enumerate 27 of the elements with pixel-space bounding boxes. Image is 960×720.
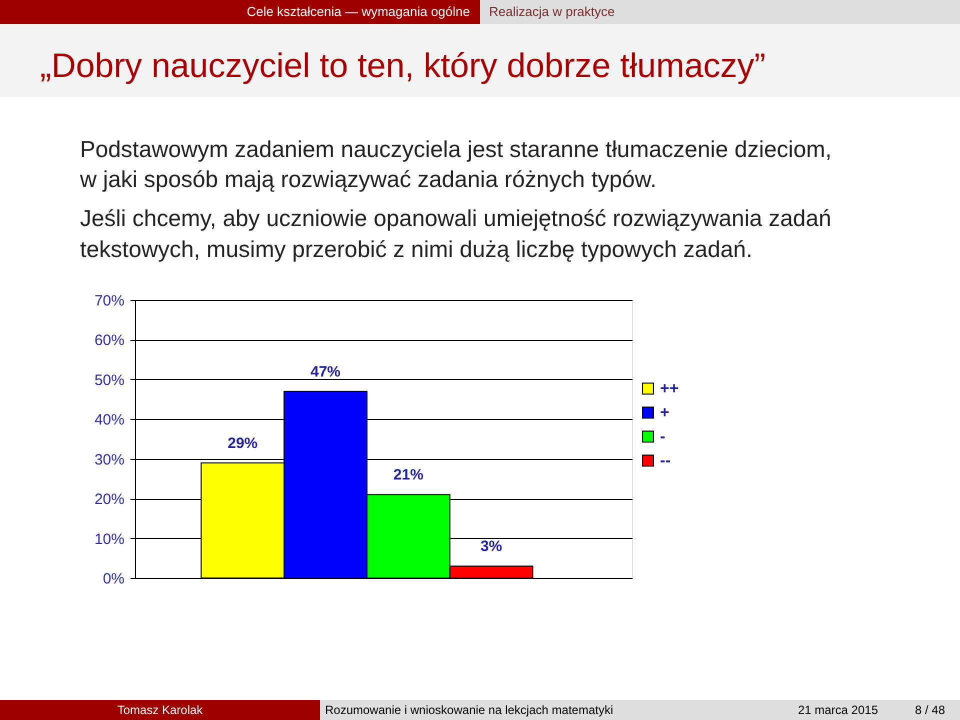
data-label: 21%: [393, 466, 424, 484]
y-tick-label: 70%: [94, 292, 124, 310]
y-tick-label: 60%: [94, 332, 124, 350]
text: Realizacja w praktyce: [489, 4, 615, 19]
text: 8 / 48: [914, 703, 946, 717]
text: Podstawowym zadaniem nauczyciela jest staranne tłumaczenie dzieciom,: [80, 136, 832, 162]
y-tick-label: 50%: [94, 372, 124, 389]
text: w jaki sposób mają rozwiązywać zadania różnych typów.: [79, 166, 657, 192]
text: Tomasz Karolak: [117, 703, 204, 717]
data-label: 29%: [228, 434, 258, 452]
text: Rozumowanie i wnioskowanie na lekcjach matematyki: [325, 703, 614, 717]
text: 21 marca 2015: [798, 703, 878, 717]
data-label: 47%: [310, 363, 341, 380]
legend-label: -: [660, 428, 666, 446]
y-tick-label: 20%: [94, 491, 124, 508]
text: Jeśli chcemy, aby uczniowie opanowali umiejętność rozwiązywania zadań: [80, 205, 832, 231]
chart-title: „Dobry nauczyciel to ten, który dobrze tłumaczy”: [40, 47, 766, 85]
legend-label: ++: [660, 380, 679, 398]
y-tick-label: 30%: [94, 451, 124, 468]
legend-label: --: [660, 452, 671, 470]
text: Cele kształcenia — wymagania ogólne: [246, 4, 470, 19]
text: tekstowych, musimy przerobić z nimi dużą liczbę typowych zadań.: [80, 236, 752, 262]
y-tick-label: 0%: [102, 570, 124, 588]
y-tick-label: 40%: [94, 412, 124, 429]
data-label: 3%: [480, 538, 502, 556]
y-tick-label: 10%: [94, 530, 124, 548]
legend-label: +: [660, 404, 670, 422]
